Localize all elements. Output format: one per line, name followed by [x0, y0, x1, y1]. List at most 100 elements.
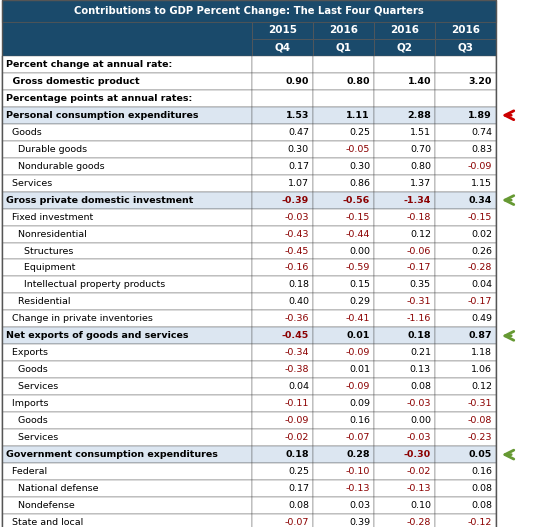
Bar	[252, 107, 313, 124]
Bar	[2, 0, 496, 22]
Text: -0.23: -0.23	[468, 433, 492, 442]
Bar	[313, 158, 374, 175]
Bar	[374, 242, 435, 259]
Text: Services: Services	[6, 433, 58, 442]
Bar	[374, 124, 435, 141]
Text: 0.87: 0.87	[468, 332, 492, 341]
Bar	[252, 158, 313, 175]
Text: Fixed investment: Fixed investment	[6, 213, 93, 222]
Text: 0.09: 0.09	[349, 399, 370, 408]
Text: 1.07: 1.07	[288, 178, 309, 187]
Text: -0.31: -0.31	[407, 297, 431, 306]
Text: -0.09: -0.09	[346, 348, 370, 357]
Bar	[2, 158, 252, 175]
Bar	[374, 378, 435, 395]
Text: Residential: Residential	[6, 297, 70, 306]
Bar	[2, 242, 252, 259]
Text: 0.86: 0.86	[349, 178, 370, 187]
Text: -0.45: -0.45	[284, 247, 309, 256]
Text: -0.08: -0.08	[468, 416, 492, 425]
Text: 0.04: 0.04	[288, 382, 309, 391]
Text: Net exports of goods and services: Net exports of goods and services	[6, 332, 189, 341]
Bar	[313, 175, 374, 192]
Text: -0.31: -0.31	[468, 399, 492, 408]
Bar	[252, 480, 313, 497]
Text: -0.11: -0.11	[284, 399, 309, 408]
Bar	[374, 395, 435, 412]
Text: 0.08: 0.08	[288, 501, 309, 510]
Bar	[374, 514, 435, 528]
Bar	[2, 361, 252, 378]
Text: -0.41: -0.41	[346, 314, 370, 323]
Text: -0.15: -0.15	[346, 213, 370, 222]
Bar	[2, 514, 252, 528]
Bar	[252, 242, 313, 259]
Text: 0.47: 0.47	[288, 128, 309, 137]
Bar	[252, 141, 313, 158]
Text: Structures: Structures	[6, 247, 74, 256]
Bar	[2, 90, 252, 107]
Text: 0.80: 0.80	[410, 162, 431, 171]
Bar	[2, 259, 252, 277]
Text: Gross private domestic investment: Gross private domestic investment	[6, 195, 193, 205]
Bar	[435, 378, 496, 395]
Text: -0.56: -0.56	[343, 195, 370, 205]
Bar	[252, 124, 313, 141]
Text: -0.02: -0.02	[284, 433, 309, 442]
Bar	[252, 277, 313, 294]
Bar	[435, 242, 496, 259]
Text: -0.13: -0.13	[407, 484, 431, 493]
Bar	[313, 225, 374, 242]
Text: 0.28: 0.28	[347, 450, 370, 459]
Text: 3.20: 3.20	[469, 77, 492, 86]
Bar	[313, 310, 374, 327]
Bar	[252, 446, 313, 463]
Text: -0.09: -0.09	[346, 382, 370, 391]
Bar	[435, 90, 496, 107]
Bar	[374, 463, 435, 480]
Bar	[313, 39, 374, 56]
Bar	[2, 378, 252, 395]
Bar	[435, 192, 496, 209]
Text: Services: Services	[6, 382, 58, 391]
Text: Federal: Federal	[6, 467, 47, 476]
Bar	[313, 242, 374, 259]
Bar	[313, 277, 374, 294]
Bar	[313, 73, 374, 90]
Text: 0.00: 0.00	[349, 247, 370, 256]
Bar	[252, 497, 313, 514]
Text: -0.13: -0.13	[346, 484, 370, 493]
Text: 0.10: 0.10	[410, 501, 431, 510]
Text: 0.13: 0.13	[410, 365, 431, 374]
Bar	[313, 294, 374, 310]
Text: 0.25: 0.25	[288, 467, 309, 476]
Text: 0.80: 0.80	[347, 77, 370, 86]
Bar	[435, 429, 496, 446]
Bar	[313, 56, 374, 73]
Bar	[313, 141, 374, 158]
Bar	[313, 209, 374, 225]
Text: 0.08: 0.08	[471, 501, 492, 510]
Bar	[374, 480, 435, 497]
Text: Intellectual property products: Intellectual property products	[6, 280, 165, 289]
Bar	[252, 90, 313, 107]
Bar	[252, 22, 313, 39]
Bar	[435, 463, 496, 480]
Bar	[2, 327, 252, 344]
Text: -0.28: -0.28	[407, 518, 431, 527]
Bar	[2, 209, 252, 225]
Text: Nondefense: Nondefense	[6, 501, 75, 510]
Bar	[313, 446, 374, 463]
Text: 0.18: 0.18	[286, 450, 309, 459]
Bar	[252, 294, 313, 310]
Bar	[435, 344, 496, 361]
Bar	[2, 277, 252, 294]
Text: 0.18: 0.18	[288, 280, 309, 289]
Bar	[313, 514, 374, 528]
Bar	[2, 175, 252, 192]
Text: 0.34: 0.34	[469, 195, 492, 205]
Bar	[435, 107, 496, 124]
Text: 0.12: 0.12	[410, 230, 431, 239]
Bar	[2, 395, 252, 412]
Text: Personal consumption expenditures: Personal consumption expenditures	[6, 111, 198, 120]
